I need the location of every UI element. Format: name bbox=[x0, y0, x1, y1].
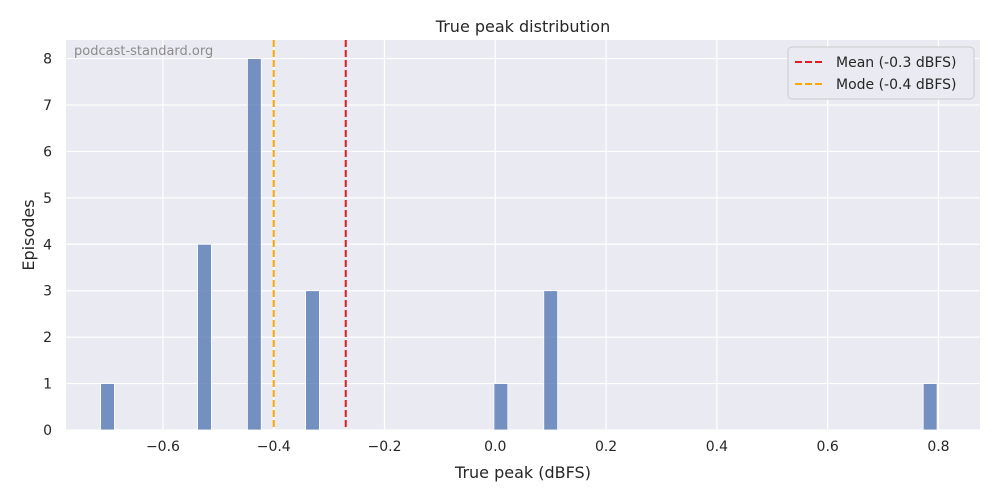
legend: Mean (-0.3 dBFS) Mode (-0.4 dBFS) bbox=[787, 46, 975, 100]
y-tick-label: 4 bbox=[43, 237, 52, 253]
chart-title: True peak distribution bbox=[435, 17, 610, 36]
y-tick-label: 7 bbox=[43, 98, 52, 114]
x-tick-label: −0.4 bbox=[257, 439, 291, 455]
x-tick-label: 0.6 bbox=[817, 439, 839, 455]
y-tick-label: 0 bbox=[43, 423, 52, 439]
reference-lines bbox=[272, 40, 347, 430]
y-tick-label: 2 bbox=[43, 330, 52, 346]
legend-label-mean: Mean (-0.3 dBFS) bbox=[836, 55, 956, 71]
x-tick-label: 0.2 bbox=[595, 439, 617, 455]
x-tick-label: −0.6 bbox=[146, 439, 180, 455]
histogram-bar bbox=[197, 243, 212, 431]
x-axis-label: True peak (dBFS) bbox=[454, 463, 591, 482]
histogram-bar bbox=[922, 383, 938, 431]
histogram-bar bbox=[493, 383, 509, 431]
y-tick-label: 3 bbox=[43, 284, 52, 300]
x-tick-label: 0.8 bbox=[927, 439, 949, 455]
x-tick-label: 0.0 bbox=[484, 439, 506, 455]
x-tick-label: −0.2 bbox=[368, 439, 402, 455]
histogram-bar bbox=[543, 290, 559, 431]
y-tick-label: 1 bbox=[43, 377, 52, 393]
y-tick-label: 6 bbox=[43, 144, 52, 160]
legend-box bbox=[787, 46, 975, 100]
y-tick-label: 5 bbox=[43, 191, 52, 207]
watermark-text: podcast-standard.org bbox=[74, 44, 213, 59]
histogram-bar bbox=[305, 290, 320, 431]
x-tick-label: 0.4 bbox=[706, 439, 728, 455]
grid-lines bbox=[66, 40, 980, 431]
y-axis-label: Episodes bbox=[19, 199, 38, 270]
bars bbox=[100, 58, 938, 431]
legend-label-mode: Mode (-0.4 dBFS) bbox=[836, 77, 956, 93]
x-tick-labels: −0.6 −0.4 −0.2 0.0 0.2 0.4 0.6 0.8 bbox=[146, 439, 950, 455]
histogram-bar bbox=[247, 58, 262, 431]
y-tick-label: 8 bbox=[43, 52, 52, 68]
histogram-bar bbox=[100, 383, 115, 431]
y-tick-labels: 0 1 2 3 4 5 6 7 8 bbox=[43, 52, 52, 439]
